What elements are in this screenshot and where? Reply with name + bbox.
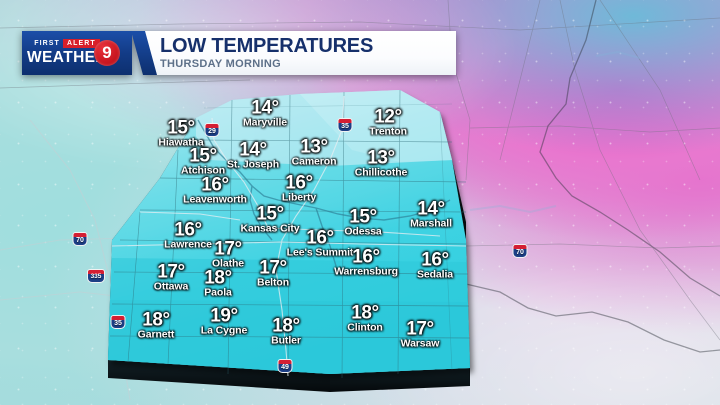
first-alert-row: FIRST ALERT bbox=[34, 39, 100, 48]
banner-title-box: LOW TEMPERATURES THURSDAY MORNING bbox=[144, 31, 456, 75]
logo-alert-badge: ALERT bbox=[62, 39, 100, 48]
county-boundaries bbox=[109, 89, 471, 379]
rivers bbox=[197, 119, 451, 267]
map-cool-band bbox=[196, 90, 452, 166]
page-subtitle: THURSDAY MORNING bbox=[160, 58, 281, 70]
logo-weather-text: WEATHER bbox=[26, 49, 107, 66]
title-banner: FIRST ALERT WEATHER 9 LOW TEMPERATURES T… bbox=[22, 31, 456, 75]
station-logo: FIRST ALERT WEATHER 9 bbox=[22, 31, 132, 75]
page-title: LOW TEMPERATURES bbox=[160, 35, 374, 57]
logo-first-text: FIRST bbox=[34, 40, 60, 47]
channel-nine-logo-icon: 9 bbox=[94, 40, 120, 66]
weather-row: WEATHER bbox=[27, 49, 107, 67]
